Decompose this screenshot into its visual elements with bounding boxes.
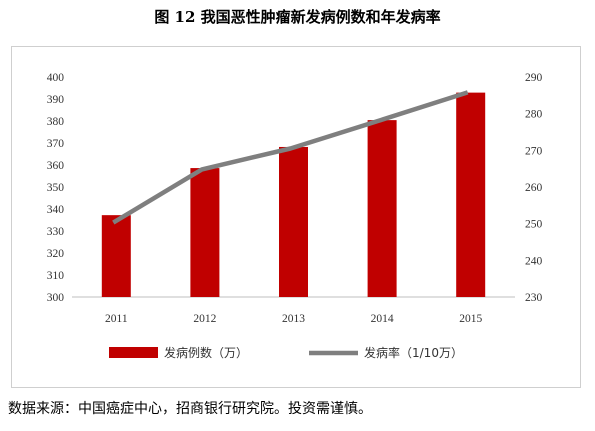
right-axis: 230 240 250 260 270 280 290 bbox=[525, 72, 543, 304]
bar bbox=[190, 168, 220, 297]
line-series bbox=[112, 90, 469, 225]
right-tick-label: 270 bbox=[525, 145, 543, 157]
bar bbox=[101, 215, 131, 297]
left-tick-label: 380 bbox=[47, 116, 65, 128]
right-tick-label: 290 bbox=[525, 72, 543, 84]
left-tick-label: 310 bbox=[47, 270, 65, 282]
source-note: 数据来源：中国癌症中心，招商银行研究院。投资需谨慎。 bbox=[8, 401, 372, 417]
left-axis: 300 310 320 330 340 350 360 370 380 390 400 bbox=[47, 72, 65, 304]
left-tick-label: 400 bbox=[47, 72, 65, 84]
bar bbox=[367, 120, 397, 298]
left-tick-label: 350 bbox=[47, 182, 65, 194]
chart-frame: 300 310 320 330 340 350 360 370 380 390 400 230 240… bbox=[11, 46, 581, 388]
chart-title: 图 12 我国恶性肿瘤新发病例数和年发病率 bbox=[154, 8, 441, 26]
legend-bar-label: 发病例数（万） bbox=[164, 345, 248, 360]
left-tick-label: 320 bbox=[47, 248, 65, 260]
x-tick-label: 2012 bbox=[193, 313, 216, 325]
left-tick-label: 340 bbox=[47, 204, 65, 216]
right-tick-label: 260 bbox=[525, 182, 543, 194]
left-tick-label: 330 bbox=[47, 226, 65, 238]
x-tick-label: 2013 bbox=[282, 313, 305, 325]
bar bbox=[279, 146, 308, 297]
x-tick-label: 2014 bbox=[371, 313, 394, 325]
legend-bar-swatch bbox=[109, 347, 158, 358]
x-axis: 2011 2012 2013 2014 2015 bbox=[72, 296, 515, 325]
x-tick-label: 2011 bbox=[105, 313, 128, 325]
left-tick-label: 370 bbox=[47, 138, 65, 150]
legend: 发病例数（万） 发病率（1/10万） bbox=[109, 345, 463, 360]
right-tick-label: 250 bbox=[525, 219, 543, 231]
left-tick-label: 300 bbox=[47, 292, 65, 304]
right-tick-label: 280 bbox=[525, 109, 543, 121]
left-tick-label: 360 bbox=[47, 160, 65, 172]
bar bbox=[456, 92, 486, 297]
legend-line-label: 发病率（1/10万） bbox=[364, 345, 463, 360]
left-tick-label: 390 bbox=[47, 94, 65, 106]
right-tick-label: 230 bbox=[525, 292, 543, 304]
x-tick-label: 2015 bbox=[459, 313, 482, 325]
combo-chart: 300 310 320 330 340 350 360 370 380 390 400 230 240… bbox=[47, 72, 543, 360]
bar-series bbox=[101, 92, 486, 298]
right-tick-label: 240 bbox=[525, 255, 543, 267]
